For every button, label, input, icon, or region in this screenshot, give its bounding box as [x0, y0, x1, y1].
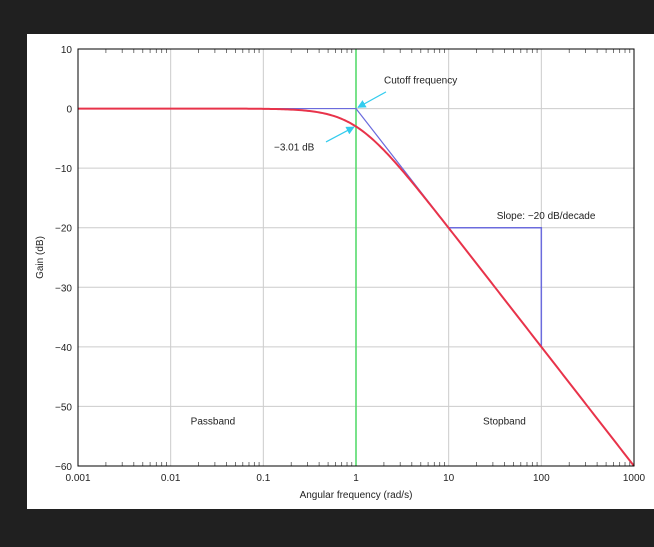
- y-tick-label: −60: [55, 462, 72, 473]
- slope-label: Slope: −20 dB/decade: [497, 211, 596, 222]
- cutoff-arrow: [357, 91, 387, 108]
- x-tick-label: 0.1: [256, 473, 270, 484]
- slope-indicator: [448, 226, 543, 347]
- bode-plot: 0.001 0.01 0.1 1 10 100 1000100−10−20−30−40−50…: [35, 45, 646, 501]
- y-tick-label: −10: [55, 164, 72, 175]
- series-layer: [78, 49, 635, 467]
- cutoff-frequency-label: Cutoff frequency: [384, 76, 457, 87]
- minus-3db-arrow: [325, 126, 355, 143]
- x-tick-label: 0.001: [65, 473, 90, 484]
- gain-curve: [78, 107, 635, 467]
- passband-label: Passband: [191, 416, 235, 427]
- y-tick-label: −20: [55, 224, 72, 235]
- stopband-label: Stopband: [483, 416, 526, 427]
- x-tick-label: 1: [353, 473, 359, 484]
- tick-labels: 0.001 0.01 0.1 1 10 100 1000100−10−20−30−40−50…: [55, 45, 646, 484]
- y-tick-label: −40: [55, 343, 72, 354]
- y-axis-label: Gain (dB): [35, 236, 46, 279]
- y-tick-label: 10: [61, 45, 73, 56]
- plot-frame: [77, 48, 635, 467]
- chart-panel: 0.001 0.01 0.1 1 10 100 1000 10 0 −10 −20 −30 −40 −50…: [27, 34, 654, 509]
- minor-ticks: [105, 49, 631, 466]
- y-tick-label: 0: [66, 105, 72, 116]
- x-tick-label: 100: [533, 473, 550, 484]
- y-tick-label: −30: [55, 283, 72, 294]
- x-tick-label: 10: [443, 473, 455, 484]
- x-axis-label: Angular frequency (rad/s): [300, 490, 413, 501]
- minus-3db-label: −3.01 dB: [274, 142, 315, 153]
- x-tick-label: 1000: [623, 473, 646, 484]
- annotations: Cutoff frequency −3.01 dB Slope: −20 dB/de…: [191, 76, 596, 428]
- x-tick-label: 0.01: [161, 473, 181, 484]
- y-tick-label: −50: [55, 402, 72, 413]
